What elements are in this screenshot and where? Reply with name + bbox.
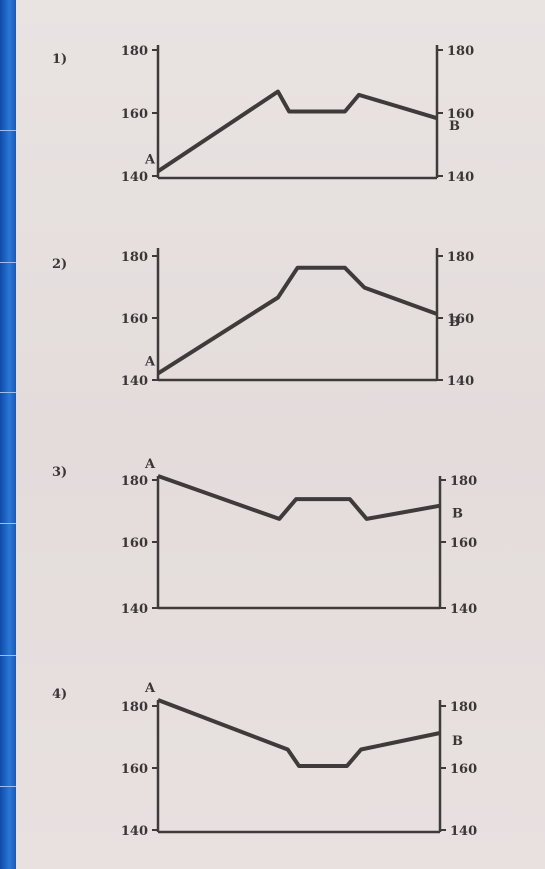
panel-label: 1) <box>52 52 67 67</box>
point-b-label: B <box>452 507 463 522</box>
scanned-page <box>16 0 545 869</box>
profile-line <box>157 698 441 768</box>
right-tick-label: 160 <box>447 107 474 122</box>
sidebar-divider <box>0 392 16 393</box>
slide-sidebar <box>0 0 16 869</box>
left-tick-label: 140 <box>121 170 148 185</box>
sidebar-divider <box>0 786 16 787</box>
left-tick-label: 160 <box>121 312 148 327</box>
left-tick-label: 160 <box>121 536 148 551</box>
right-tick-label: 160 <box>450 762 477 777</box>
left-tick-label: 140 <box>121 602 148 617</box>
right-tick-label: 180 <box>450 700 477 715</box>
left-tick-label: 180 <box>121 250 148 265</box>
point-a-label: A <box>144 152 156 167</box>
panel-label: 3) <box>52 465 67 480</box>
sidebar-divider <box>0 262 16 263</box>
point-a-label: A <box>144 457 156 472</box>
right-tick-label: 180 <box>447 250 474 265</box>
panel-label: 2) <box>52 257 67 272</box>
right-tick-label: 180 <box>447 44 474 59</box>
left-tick-label: 180 <box>121 474 148 489</box>
profile-line <box>156 265 438 376</box>
profile-line <box>157 474 441 521</box>
left-tick-label: 140 <box>121 374 148 389</box>
sidebar-divider <box>0 523 16 524</box>
left-tick-label: 160 <box>121 107 148 122</box>
profile-line <box>156 89 438 174</box>
point-b-label: B <box>449 119 460 134</box>
point-a-label: A <box>144 681 156 696</box>
point-b-label: B <box>449 315 460 330</box>
right-tick-label: 160 <box>447 312 474 327</box>
right-tick-label: 140 <box>450 824 477 839</box>
left-tick-label: 180 <box>121 700 148 715</box>
left-tick-label: 160 <box>121 762 148 777</box>
sidebar-divider <box>0 655 16 656</box>
right-tick-label: 140 <box>447 374 474 389</box>
right-tick-label: 160 <box>450 536 477 551</box>
right-tick-label: 180 <box>450 474 477 489</box>
panel-label: 4) <box>52 687 67 702</box>
point-a-label: A <box>144 354 156 369</box>
right-tick-label: 140 <box>447 170 474 185</box>
left-tick-label: 140 <box>121 824 148 839</box>
sidebar-divider <box>0 130 16 131</box>
point-b-label: B <box>452 734 463 749</box>
left-tick-label: 180 <box>121 44 148 59</box>
right-tick-label: 140 <box>450 602 477 617</box>
